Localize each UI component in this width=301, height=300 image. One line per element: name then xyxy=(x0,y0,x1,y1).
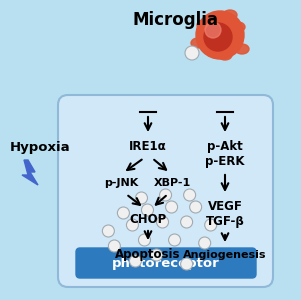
Text: photoreceptor: photoreceptor xyxy=(112,256,220,269)
Circle shape xyxy=(117,207,129,219)
Circle shape xyxy=(169,234,181,246)
Polygon shape xyxy=(22,160,38,185)
Circle shape xyxy=(205,219,217,231)
Circle shape xyxy=(150,249,163,261)
Circle shape xyxy=(181,216,193,228)
Circle shape xyxy=(138,234,150,246)
FancyBboxPatch shape xyxy=(76,248,256,278)
Text: TGF-β: TGF-β xyxy=(206,215,244,228)
Circle shape xyxy=(135,192,147,204)
Text: Hypoxia: Hypoxia xyxy=(10,142,71,154)
Text: CHOP: CHOP xyxy=(129,213,167,226)
Circle shape xyxy=(157,216,169,228)
Text: VEGF: VEGF xyxy=(208,200,242,213)
FancyBboxPatch shape xyxy=(58,95,273,287)
Circle shape xyxy=(185,46,199,60)
Text: p-JNK: p-JNK xyxy=(104,178,138,188)
Circle shape xyxy=(204,23,232,51)
Circle shape xyxy=(181,258,193,270)
Text: p-ERK: p-ERK xyxy=(205,155,245,168)
Text: IRE1α: IRE1α xyxy=(129,140,167,153)
Circle shape xyxy=(129,255,141,267)
Circle shape xyxy=(126,219,138,231)
Circle shape xyxy=(141,204,154,216)
Ellipse shape xyxy=(235,44,249,54)
Text: Apoptosis: Apoptosis xyxy=(115,248,181,261)
Circle shape xyxy=(166,201,178,213)
Ellipse shape xyxy=(191,38,205,48)
Circle shape xyxy=(108,240,120,252)
Ellipse shape xyxy=(197,20,211,30)
Circle shape xyxy=(199,237,211,249)
Circle shape xyxy=(184,189,196,201)
Ellipse shape xyxy=(223,10,237,20)
Text: Microglia: Microglia xyxy=(132,11,218,29)
Circle shape xyxy=(190,201,202,213)
Circle shape xyxy=(160,189,172,201)
Text: XBP-1: XBP-1 xyxy=(154,178,191,188)
Circle shape xyxy=(205,22,221,38)
Circle shape xyxy=(102,225,114,237)
Circle shape xyxy=(196,11,244,59)
Text: p-Akt: p-Akt xyxy=(207,140,243,153)
Ellipse shape xyxy=(231,22,245,32)
Ellipse shape xyxy=(218,50,232,60)
Text: Angiogenesis: Angiogenesis xyxy=(183,250,267,260)
